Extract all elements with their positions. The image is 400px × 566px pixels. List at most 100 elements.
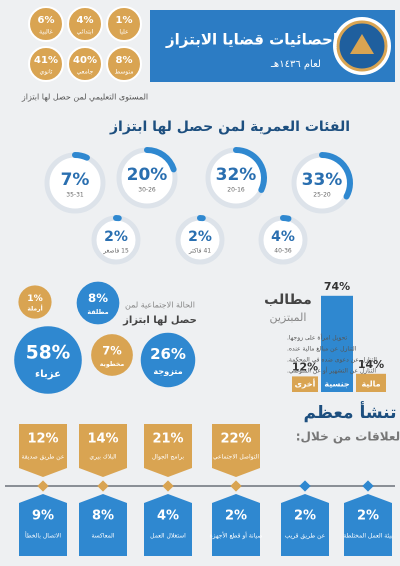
source-percent: 4% (157, 509, 179, 524)
status-label: عزباء (35, 369, 61, 380)
relations-title: تنشأ معظم (304, 401, 397, 423)
source-percent: 9% (32, 509, 54, 524)
timeline-node (162, 480, 174, 492)
status-value: 26% (150, 345, 186, 363)
education-label: متوسط (115, 69, 134, 76)
demand-bar (321, 295, 353, 392)
source-label: عن طريق صديقة (22, 454, 65, 461)
ring-value: 7% (61, 170, 90, 190)
demand-label: أخرى (295, 379, 316, 389)
status-bubble (18, 285, 52, 319)
demand-title: المبتزين (270, 311, 307, 324)
source-tag (281, 494, 329, 556)
demand-bar (292, 376, 318, 392)
section-title: الفئات العمرية لمن حصل لها ابتزاز (109, 119, 350, 135)
ring-arc (280, 214, 292, 222)
source-percent: 22% (220, 432, 251, 447)
ring-arc (72, 151, 90, 161)
banner-subtitle: لعام ١٤٣٦هـ (270, 59, 321, 70)
source-percent: 14% (87, 432, 118, 447)
source-tag (19, 424, 67, 477)
source-tag (212, 424, 260, 477)
education-label: ابتدائي (77, 29, 94, 36)
timeline-node (362, 480, 374, 492)
demand-bar (356, 373, 386, 392)
ring-label: 20-16 (227, 187, 245, 194)
source-percent: 2% (357, 509, 379, 524)
ring-label: 30-26 (138, 187, 156, 194)
source-label: برامج الجوال (152, 454, 184, 461)
education-circle (106, 6, 142, 42)
status-label: مطلقة (87, 308, 108, 316)
source-label: الاتصال بالخطأ (25, 531, 61, 540)
ring-label: 15 فاصغر (102, 248, 129, 255)
source-label: استغلال العمل (150, 533, 186, 540)
status-value: 58% (26, 343, 71, 364)
ring-value: 2% (188, 229, 212, 245)
demand-title: مطالب (264, 292, 312, 308)
status-bubble (140, 332, 196, 388)
ring-label: 25-20 (313, 192, 331, 199)
source-label: صيانة أو قطع الأجهزة (210, 532, 263, 540)
source-tag (144, 424, 192, 477)
status-label: مخطوبة (100, 361, 125, 368)
status-value: 7% (102, 343, 122, 357)
status-bubble (76, 281, 120, 325)
source-tag (144, 494, 192, 556)
demand-note: التنازل عن التشهير أو عن المتوضي. (287, 367, 376, 375)
status-value: 1% (27, 294, 43, 304)
source-percent: 2% (294, 509, 316, 524)
source-tag (19, 494, 67, 556)
education-percent: 6% (38, 15, 55, 26)
education-caption: المستوى التعليمي لمن حصل لها ابتزاز (21, 93, 148, 102)
status-bubble (91, 334, 133, 376)
demand-note: التنازل عن دعوى ضده في المحكمة. (287, 357, 377, 364)
status-label: متزوجة (153, 366, 182, 377)
ring-value: 20% (127, 165, 168, 185)
source-percent: 12% (27, 432, 58, 447)
ring-label: 41 فاكثر (188, 248, 211, 255)
source-percent: 21% (152, 432, 183, 447)
demand-value: 74% (324, 280, 350, 293)
status-value: 8% (88, 291, 108, 305)
education-circle (67, 46, 103, 82)
status-caption: حصل لها ابتزاز (122, 315, 197, 326)
status-label: أرملة (27, 304, 42, 312)
education-label: ثانوي (40, 69, 53, 76)
timeline-node (299, 480, 311, 492)
education-label: غالبية (39, 29, 53, 36)
relations-title: العلاقات من خلال: (296, 430, 400, 444)
education-circle (67, 6, 103, 42)
ring-arc (319, 152, 353, 200)
demand-label: جنسية (324, 380, 350, 389)
timeline-node (37, 480, 49, 492)
education-percent: 4% (77, 15, 94, 26)
education-percent: 1% (116, 15, 133, 26)
source-label: بيئة العمل المختلطة (343, 533, 393, 540)
logo-emblem (350, 34, 374, 54)
ring-value: 2% (104, 229, 128, 245)
source-label: البلاك بيري (89, 454, 117, 461)
source-tag (344, 494, 392, 556)
education-circle (28, 6, 64, 42)
status-caption: الحالة الاجتماعية لمن (125, 301, 195, 310)
ring-label: 40-36 (274, 248, 292, 255)
demand-label: مالية (361, 380, 380, 389)
education-circle (106, 46, 142, 82)
demand-note: تحويل امرأة على زوجها. (287, 334, 347, 342)
source-percent: 8% (92, 509, 114, 524)
source-tag (79, 494, 127, 556)
ring-arc (233, 147, 267, 193)
education-label: عليا (119, 29, 128, 36)
source-tag (212, 494, 260, 556)
ring-label: 35-31 (66, 192, 84, 199)
status-bubble (14, 326, 82, 394)
ring-value: 4% (271, 229, 295, 245)
ring-value: 33% (302, 170, 343, 190)
source-label: التواصل الاجتماعي (213, 454, 259, 461)
timeline-node (230, 480, 242, 492)
ring-value: 32% (216, 165, 257, 185)
